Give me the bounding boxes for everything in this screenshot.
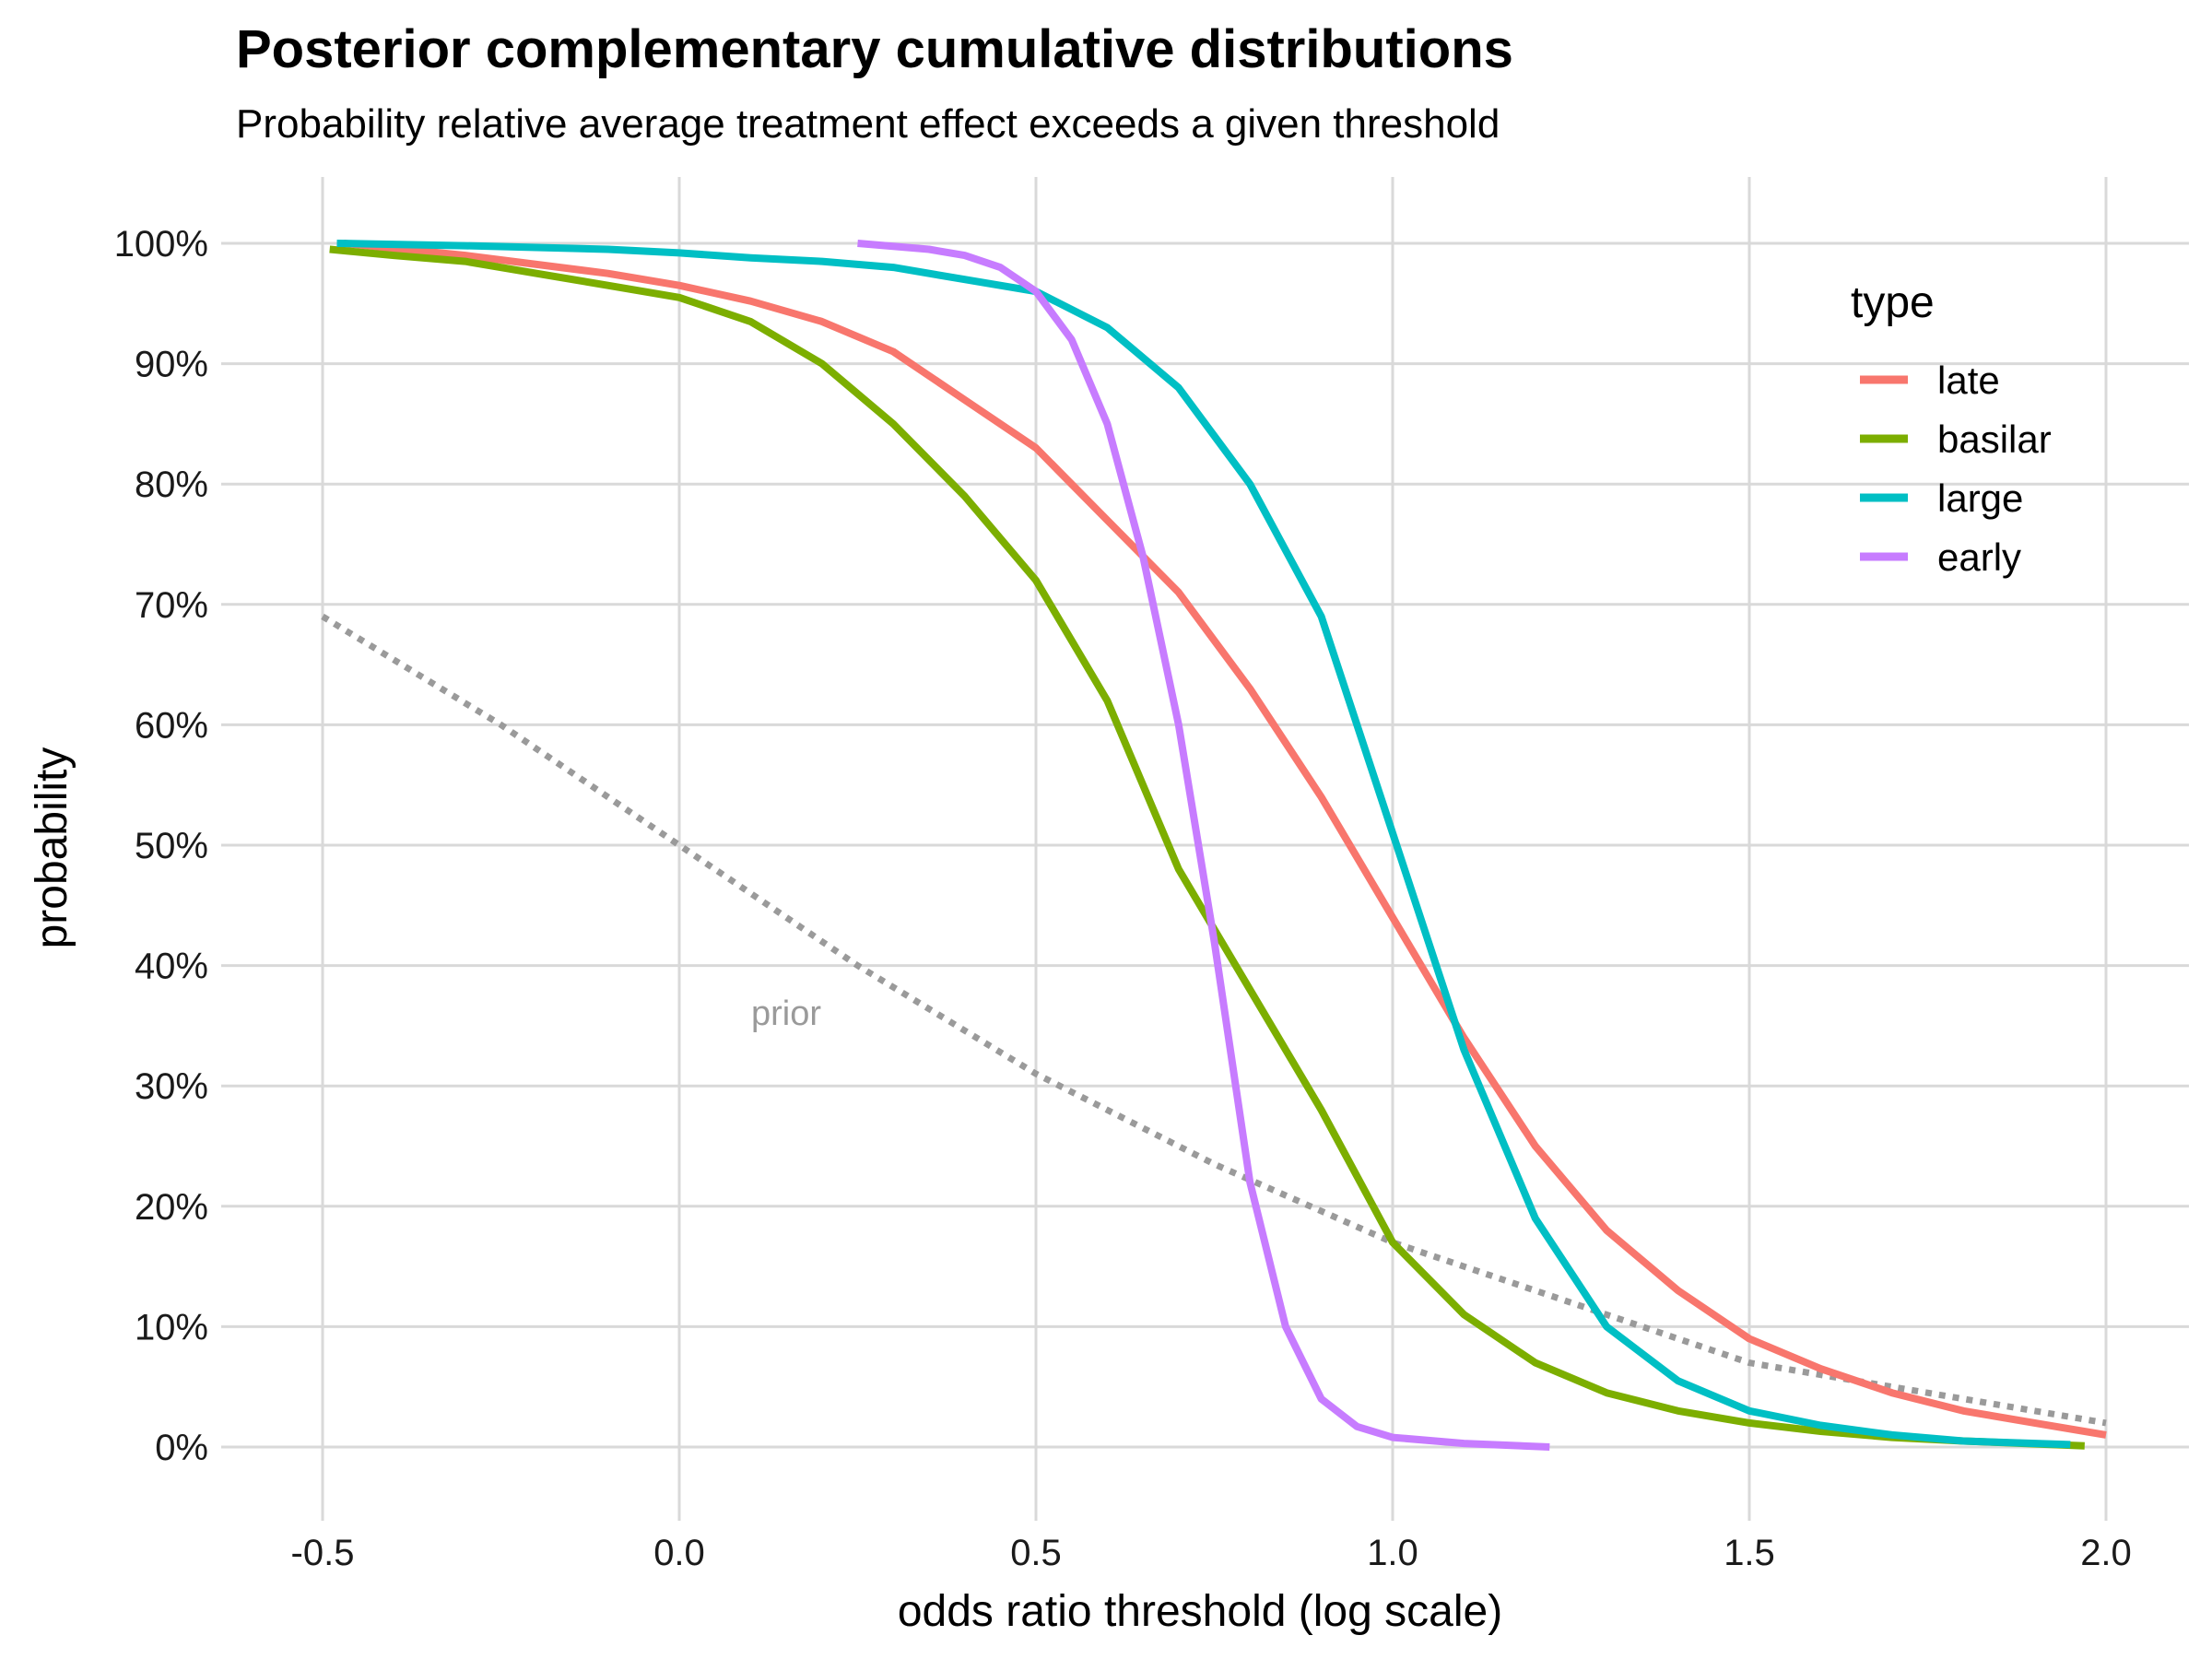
y-tick-label: 40% xyxy=(135,947,208,987)
chart-title: Posterior complementary cumulative distr… xyxy=(236,19,1513,79)
series-line-early xyxy=(857,240,1550,1451)
series-layer xyxy=(329,240,2107,1451)
series-line-large xyxy=(336,240,2071,1449)
y-axis-title: probability xyxy=(28,747,76,949)
x-axis-title: odds ratio threshold (log scale) xyxy=(898,1587,1502,1636)
y-tick-label: 60% xyxy=(135,705,208,746)
y-tick-label: 50% xyxy=(135,826,208,866)
x-tick-label: 1.5 xyxy=(1724,1533,1775,1573)
prior-annotation: prior xyxy=(751,994,821,1033)
x-axis-ticks: -0.5 0.0 0.5 1.0 1.5 2.0 xyxy=(291,1533,2132,1573)
y-tick-label: 100% xyxy=(114,224,208,265)
y-tick-label: 90% xyxy=(135,345,208,385)
legend-label-early: early xyxy=(1937,535,2021,579)
x-tick-label: -0.5 xyxy=(291,1533,355,1573)
legend-label-basilar: basilar xyxy=(1937,418,2052,461)
y-tick-label: 30% xyxy=(135,1066,208,1107)
x-tick-label: 1.0 xyxy=(1367,1533,1418,1573)
y-axis-ticks: 0% 10% 20% 30% 40% 50% 60% 70% 80% 90% 100% xyxy=(114,224,208,1468)
y-tick-label: 70% xyxy=(135,585,208,626)
x-tick-label: 2.0 xyxy=(2080,1533,2132,1573)
x-tick-label: 0.0 xyxy=(653,1533,705,1573)
y-tick-label: 80% xyxy=(135,465,208,505)
legend-title: type xyxy=(1851,278,1935,327)
x-tick-label: 0.5 xyxy=(1010,1533,1062,1573)
series-line-basilar xyxy=(329,245,2085,1450)
prior-line xyxy=(321,613,2107,1427)
y-tick-label: 0% xyxy=(155,1428,208,1468)
y-tick-label: 20% xyxy=(135,1187,208,1228)
legend-label-late: late xyxy=(1937,359,2000,402)
legend-label-large: large xyxy=(1937,477,2023,520)
prior-layer xyxy=(321,613,2107,1427)
chart-subtitle: Probability relative average treatment e… xyxy=(236,101,1500,147)
series-line-late xyxy=(343,240,2107,1439)
legend: type late basilar large early xyxy=(1851,278,2052,579)
grid-lines xyxy=(221,177,2189,1521)
y-tick-label: 10% xyxy=(135,1307,208,1347)
